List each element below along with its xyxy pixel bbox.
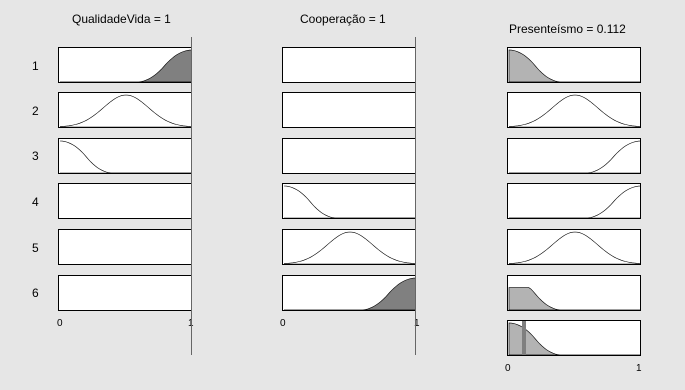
membership-curve bbox=[509, 140, 640, 173]
input1-index-line[interactable] bbox=[191, 37, 192, 355]
output-title: Presenteísmo = 0.112 bbox=[509, 22, 626, 36]
input1-axis-min: 0 bbox=[57, 318, 63, 329]
output-rule6-plot bbox=[507, 275, 641, 311]
defuzzified-marker bbox=[521, 321, 526, 355]
input2-rule3-plot bbox=[282, 138, 416, 174]
input2-index-line[interactable] bbox=[415, 37, 416, 355]
output-rule2-plot bbox=[507, 92, 641, 128]
membership-curve bbox=[508, 231, 640, 264]
output-axis-max: 1 bbox=[636, 363, 642, 374]
rule-label[interactable]: 2 bbox=[32, 104, 39, 118]
rule-label[interactable]: 1 bbox=[32, 59, 39, 73]
input2-rule1-plot bbox=[282, 47, 416, 83]
input1-rule2-plot bbox=[58, 92, 192, 128]
membership-curve bbox=[508, 287, 640, 310]
membership-curve bbox=[284, 277, 415, 310]
input1-rule3-plot bbox=[58, 138, 192, 174]
input2-rule5-plot bbox=[282, 229, 416, 265]
input2-axis-max: 1 bbox=[414, 318, 420, 329]
input1-rule4-plot bbox=[58, 183, 192, 219]
rule-label[interactable]: 4 bbox=[32, 195, 39, 209]
output-rule4-plot bbox=[507, 183, 641, 219]
input2-rule4-plot bbox=[282, 183, 416, 219]
input1-rule1-plot bbox=[58, 47, 192, 83]
membership-curve bbox=[283, 185, 415, 218]
output-rule5-plot bbox=[507, 229, 641, 265]
membership-curve bbox=[59, 140, 191, 173]
input2-axis-min: 0 bbox=[280, 318, 286, 329]
membership-curve bbox=[508, 94, 640, 127]
membership-curve bbox=[60, 49, 191, 82]
input1-axis-max: 1 bbox=[188, 318, 194, 329]
rule-label[interactable]: 3 bbox=[32, 149, 39, 163]
output-rule1-plot bbox=[507, 47, 641, 83]
input2-rule6-plot bbox=[282, 275, 416, 311]
membership-curve bbox=[509, 185, 640, 218]
input1-rule6-plot bbox=[58, 275, 192, 311]
input1-title: QualidadeVida = 1 bbox=[72, 12, 171, 26]
membership-curve bbox=[59, 94, 191, 127]
membership-curve bbox=[508, 49, 640, 82]
membership-curve bbox=[508, 322, 640, 355]
membership-curve bbox=[283, 231, 415, 264]
output-axis-min: 0 bbox=[505, 363, 511, 374]
rule-label[interactable]: 5 bbox=[32, 241, 39, 255]
input2-rule2-plot bbox=[282, 92, 416, 128]
output-rule3-plot bbox=[507, 138, 641, 174]
input1-rule5-plot bbox=[58, 229, 192, 265]
rule-label[interactable]: 6 bbox=[32, 286, 39, 300]
output-aggregate-plot bbox=[507, 320, 641, 356]
input2-title: Cooperação = 1 bbox=[300, 12, 386, 26]
